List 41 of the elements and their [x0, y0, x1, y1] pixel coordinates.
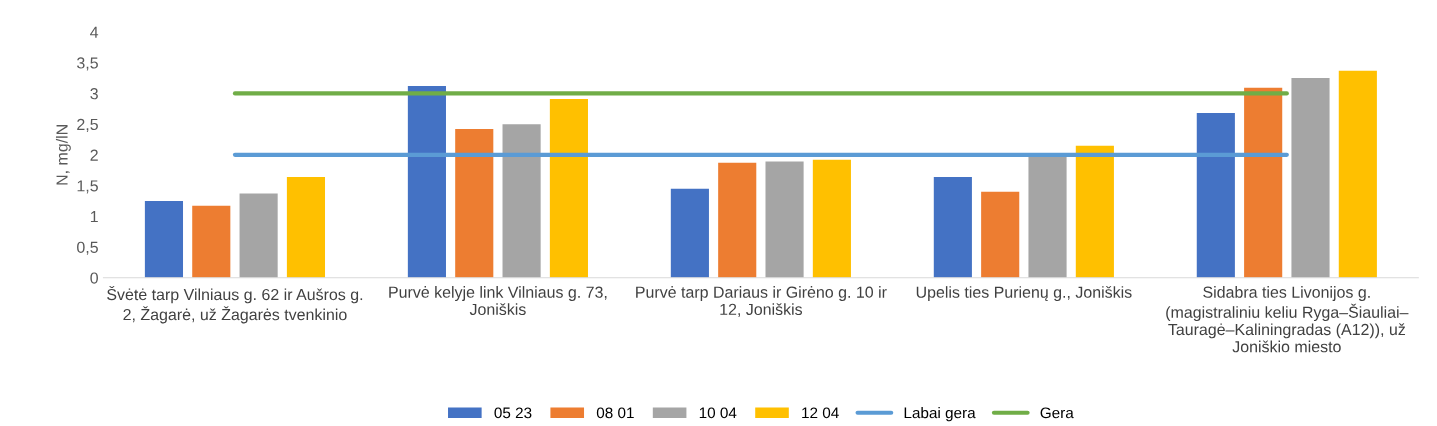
- y-tick-label: 2,5: [77, 118, 98, 132]
- y-tick-label: 0,5: [77, 241, 98, 255]
- bar: [407, 86, 446, 278]
- bar: [239, 193, 278, 278]
- legend-label: 08 01: [596, 407, 634, 419]
- bar: [718, 162, 757, 278]
- x-tick-label: Švėtė tarp Vilniaus g. 62 ir Aušros g. 2, Žagarė, už Žagarės tvenkinio: [107, 286, 363, 324]
- bar: [670, 188, 709, 278]
- y-tick-label: 1,5: [77, 180, 98, 194]
- legend-label: Gera: [1040, 407, 1074, 419]
- bar: [549, 98, 588, 278]
- bar: [1075, 145, 1114, 278]
- bar: [765, 161, 804, 278]
- bar: [144, 200, 184, 278]
- y-tick-label: 1: [90, 211, 98, 223]
- bar: [1028, 154, 1067, 278]
- bar: [981, 191, 1020, 278]
- bar: [812, 159, 851, 278]
- x-tick-label: Upelis ties Purienų g., Joniškis: [916, 286, 1132, 302]
- y-tick-label: 4: [90, 26, 99, 38]
- x-tick-label: Purvė tarp Dariaus ir Girėno g. 10 ir 12, Joniškis: [636, 286, 887, 317]
- bar: [455, 129, 494, 278]
- bar: [1338, 70, 1377, 278]
- bar: [933, 176, 972, 278]
- legend-label: 05 23: [494, 407, 532, 419]
- y-axis-title: N, mg/lN: [55, 125, 71, 185]
- y-tick-label: 3: [90, 88, 98, 100]
- y-tick-label: 3,5: [77, 57, 98, 71]
- bar: [192, 205, 231, 278]
- legend-label: 10 04: [699, 407, 737, 419]
- y-tick-label: 2: [90, 149, 98, 161]
- x-tick-label: Purvė kelyje link Vilniaus g. 73, Joniškis: [389, 286, 607, 316]
- bar: [502, 124, 541, 278]
- bar: [1291, 78, 1330, 278]
- bar: [1244, 87, 1283, 278]
- x-tick-label: Sidabra ties Livonijos g. (magistraliniu keliu Ryga–Šiauliai– Tauragė–Kaliningradas (A12)), už Joniškio miesto: [1166, 286, 1409, 353]
- legend-label: 12 04: [802, 407, 839, 419]
- bar: [286, 176, 326, 278]
- y-tick-label: 0: [90, 272, 98, 284]
- legend-label: Labai gera: [904, 407, 976, 422]
- bar: [1196, 113, 1235, 278]
